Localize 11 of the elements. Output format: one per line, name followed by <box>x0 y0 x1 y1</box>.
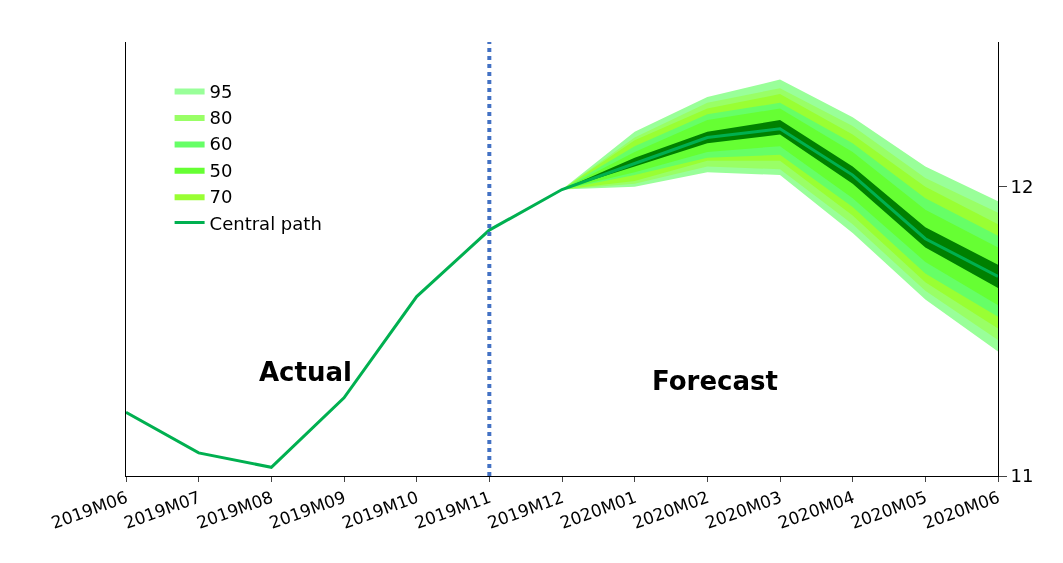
legend-label: Central path <box>209 212 322 234</box>
annotation: Actual <box>259 357 352 387</box>
legend-label: 70 <box>209 186 233 208</box>
y-tick-label: 11 <box>1010 465 1034 487</box>
legend-label: 80 <box>209 107 233 128</box>
line-series <box>126 127 998 469</box>
legend-label: 50 <box>209 159 233 181</box>
legend-label: 60 <box>209 133 233 155</box>
annotation: Forecast <box>652 366 778 396</box>
y-tick-label: 12 <box>1010 175 1034 197</box>
legend-label: 95 <box>209 80 233 102</box>
